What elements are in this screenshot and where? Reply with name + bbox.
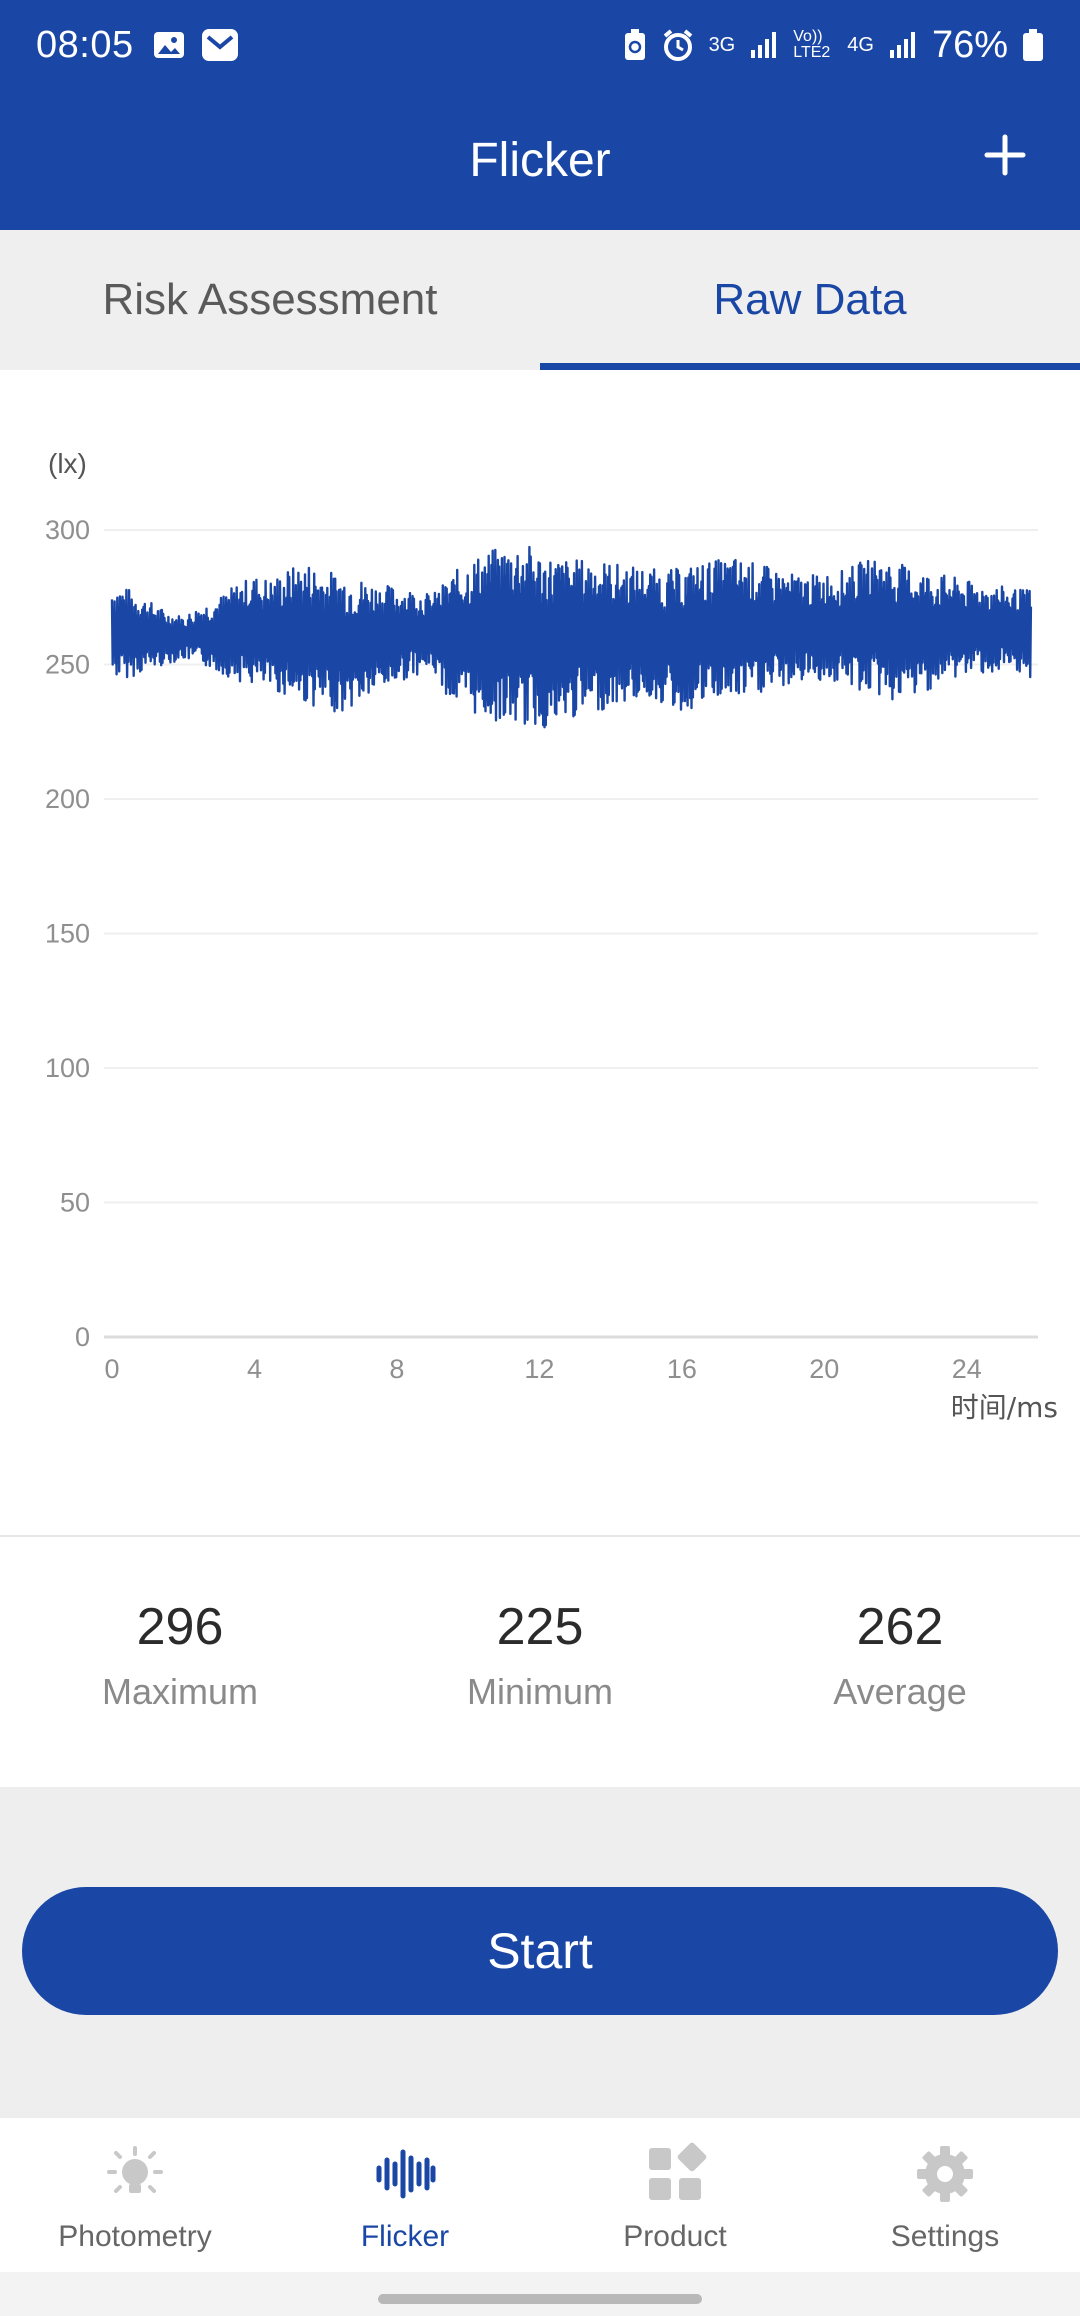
- add-button[interactable]: [970, 120, 1040, 190]
- y-tick-label: 200: [45, 784, 90, 814]
- stat-value: 262: [856, 1598, 944, 1656]
- battery-icon: [1023, 29, 1043, 61]
- tab-raw-data[interactable]: Raw Data: [540, 230, 1080, 370]
- y-tick-label: 150: [45, 919, 90, 949]
- stat-minimum: 225 Minimum: [360, 1537, 720, 1787]
- lightbulb-icon: [107, 2146, 163, 2193]
- tab-label: Risk Assessment: [102, 275, 438, 324]
- status-time: 08:05: [36, 23, 134, 66]
- plus-icon: [984, 134, 1026, 176]
- x-tick-label: 24: [952, 1354, 982, 1384]
- network-type-4g: 4G: [847, 33, 874, 56]
- status-right: 3G Vo)) LTE2 4G 76%: [623, 24, 1044, 67]
- nav-item-photometry[interactable]: Photometry: [0, 2118, 270, 2272]
- nav-label: Flicker: [360, 2220, 450, 2253]
- divider: [0, 1535, 1080, 1537]
- nav-item-product[interactable]: Product: [540, 2118, 810, 2272]
- tab-bar: Risk Assessment Raw Data: [0, 230, 1080, 370]
- stats-panel: 296 Maximum 225 Minimum 262 Average: [0, 1537, 1080, 1787]
- nav-label: Product: [623, 2220, 727, 2253]
- start-button[interactable]: Start: [22, 1887, 1058, 2015]
- y-tick-label: 50: [60, 1188, 90, 1218]
- alarm-icon: [663, 29, 692, 61]
- y-tick-label: 100: [45, 1053, 90, 1083]
- app-bar: Flicker: [0, 90, 1080, 230]
- network-type-volte: Vo)) LTE2: [793, 28, 831, 61]
- x-tick-label: 0: [104, 1354, 119, 1384]
- battery-percent: 76%: [931, 23, 1008, 66]
- mail-icon: [201, 29, 238, 61]
- y-tick-label: 250: [45, 650, 90, 680]
- x-tick-label: 4: [247, 1354, 262, 1384]
- nav-item-settings[interactable]: Settings: [810, 2118, 1080, 2272]
- page-title: Flicker: [469, 133, 611, 187]
- home-indicator[interactable]: [378, 2294, 702, 2304]
- y-tick-label: 300: [45, 515, 90, 545]
- stat-label: Average: [833, 1671, 967, 1712]
- notification-icons: [152, 27, 240, 63]
- waveform-icon: [376, 2149, 436, 2199]
- raw-data-chart: 0 50 100 150 200 250 300 0 4 8 12 16 20 24 (lx) 时间/ms: [0, 370, 1080, 1535]
- x-tick-label: 20: [809, 1354, 839, 1384]
- chart-svg: 0 50 100 150 200 250 300 0 4 8 12 16 20 24 (lx) 时间/ms: [45, 448, 1058, 1424]
- image-icon: [153, 32, 184, 58]
- controls-area: Start: [0, 1787, 1080, 2117]
- nav-item-flicker[interactable]: Flicker: [270, 2118, 540, 2272]
- gesture-bar: [0, 2272, 1080, 2316]
- bottom-nav: Photometry Flicker Product: [0, 2117, 1080, 2272]
- y-tick-label: 0: [75, 1322, 90, 1352]
- tab-risk-assessment[interactable]: Risk Assessment: [0, 230, 540, 370]
- stat-maximum: 296 Maximum: [0, 1537, 360, 1787]
- stat-label: Minimum: [466, 1671, 613, 1712]
- network-type-3g: 3G: [708, 33, 736, 56]
- gear-icon: [917, 2146, 973, 2202]
- x-tick-label: 12: [524, 1354, 554, 1384]
- x-axis-label: 时间/ms: [951, 1391, 1058, 1424]
- x-tick-label: 8: [389, 1354, 404, 1384]
- grid-icon: [649, 2142, 707, 2200]
- signal-icon: [751, 32, 777, 58]
- tab-label: Raw Data: [713, 275, 907, 324]
- stat-average: 262 Average: [720, 1537, 1080, 1787]
- status-bar: 08:05 3G Vo)) LTE2 4G: [0, 0, 1080, 90]
- stat-value: 296: [136, 1598, 224, 1656]
- stat-value: 225: [496, 1598, 584, 1656]
- nav-label: Settings: [890, 2220, 1000, 2253]
- signal-icon-2: [889, 32, 915, 58]
- battery-saver-icon: [624, 29, 645, 60]
- flicker-waveform-line: [110, 545, 1033, 729]
- nav-label: Photometry: [58, 2220, 212, 2253]
- y-axis-label: (lx): [48, 448, 87, 479]
- x-tick-label: 16: [667, 1354, 697, 1384]
- stat-label: Maximum: [101, 1671, 258, 1712]
